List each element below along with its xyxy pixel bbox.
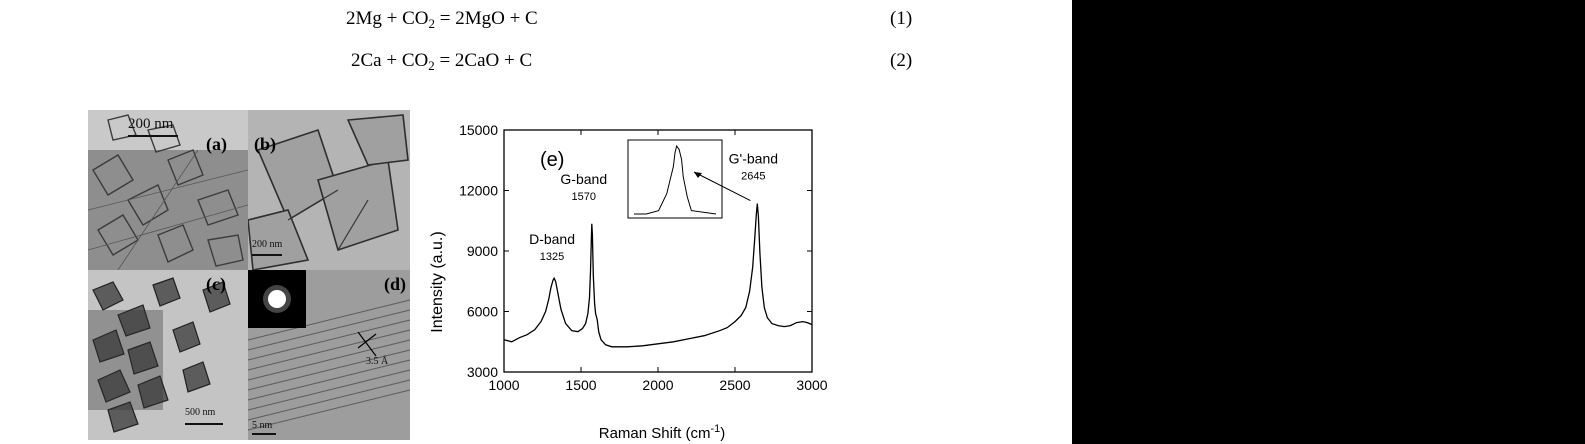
- x-tick-label-2500: 2500: [719, 377, 750, 393]
- scale-text-a: 200 nm: [128, 116, 174, 132]
- scale-bar-c: [185, 423, 223, 425]
- panel-label-a: (a): [206, 134, 227, 154]
- panel-label-c: (c): [206, 274, 226, 294]
- tem-image-d: [248, 270, 410, 440]
- x-axis-label-sup: -1: [710, 423, 720, 435]
- black-panel: [1072, 0, 1585, 444]
- tem-image-a: [88, 110, 248, 270]
- scale-text-b: 200 nm: [252, 239, 283, 250]
- peak-value-1: 1570: [572, 191, 596, 203]
- y-tick-label-6000: 6000: [467, 304, 498, 320]
- peak-name-2: G'-band: [729, 151, 778, 167]
- equation-2: 2Ca + CO2 = 2CaO + C: [351, 50, 532, 72]
- tem-panel-c: 500 nm (c): [88, 270, 248, 440]
- x-tick-label-1500: 1500: [565, 377, 596, 393]
- equation-1-rhs: = 2MgO + C: [435, 8, 538, 29]
- peak-name-0: D-band: [529, 231, 575, 247]
- equation-2-sub: 2: [428, 58, 435, 73]
- tem-image-b: [248, 110, 410, 270]
- peak-value-2: 2645: [741, 171, 765, 183]
- scale-text-d: 5 nm: [252, 420, 273, 431]
- scale-bar-d: [252, 433, 276, 435]
- x-axis-label-text: Raman Shift (cm: [599, 425, 711, 442]
- panel-label-b: (b): [254, 134, 276, 154]
- x-axis-label: Raman Shift (cm-1): [599, 423, 725, 442]
- y-axis-label: Intensity (a.u.): [429, 231, 446, 332]
- x-axis-label-close: ): [720, 425, 725, 442]
- inset-arrow-head: [694, 172, 702, 178]
- scale-text-c: 500 nm: [185, 407, 216, 418]
- equation-2-rhs: = 2CaO + C: [434, 50, 533, 71]
- y-tick-label-3000: 3000: [467, 364, 498, 380]
- tem-image-c: [88, 270, 248, 440]
- equation-2-number: (2): [890, 50, 913, 71]
- equation-1-sub: 2: [428, 16, 436, 31]
- spectrum-line: [503, 203, 813, 348]
- inset-plot: [627, 139, 723, 219]
- scale-bar-b: [252, 254, 282, 256]
- equation-1-lhs: 2Mg + CO: [346, 8, 429, 29]
- tem-panel-a: 200 nm (a): [88, 110, 248, 270]
- x-tick-label-3000: 3000: [796, 377, 827, 393]
- peak-value-0: 1325: [540, 251, 564, 263]
- tem-panel-b: 200 nm (b): [248, 110, 410, 270]
- peak-name-1: G-band: [560, 171, 607, 187]
- scale-bar-a: [128, 135, 178, 137]
- tem-panel-d: 3.5 Å 5 nm (d): [248, 270, 410, 440]
- panel-label-d: (d): [384, 274, 406, 294]
- raman-chart: 1000 1500 2000 2500 3000 3000 6000 9000 12000 150…: [429, 122, 828, 442]
- equation-1-number: (1): [890, 8, 913, 29]
- y-tick-label-12000: 12000: [459, 183, 498, 199]
- x-tick-label-2000: 2000: [642, 377, 673, 393]
- lattice-annotation: 3.5 Å: [366, 356, 389, 367]
- inset-line: [634, 144, 717, 215]
- equation-1: 2Mg + CO2 = 2MgO + C: [346, 8, 538, 30]
- panel-label-e: (e): [540, 149, 564, 171]
- y-tick-label-15000: 15000: [459, 122, 498, 138]
- y-tick-label-9000: 9000: [467, 243, 498, 259]
- x-tick-label-1000: 1000: [488, 377, 519, 393]
- inset-arrow: [693, 171, 751, 202]
- equation-2-lhs: 2Ca + CO: [351, 50, 429, 71]
